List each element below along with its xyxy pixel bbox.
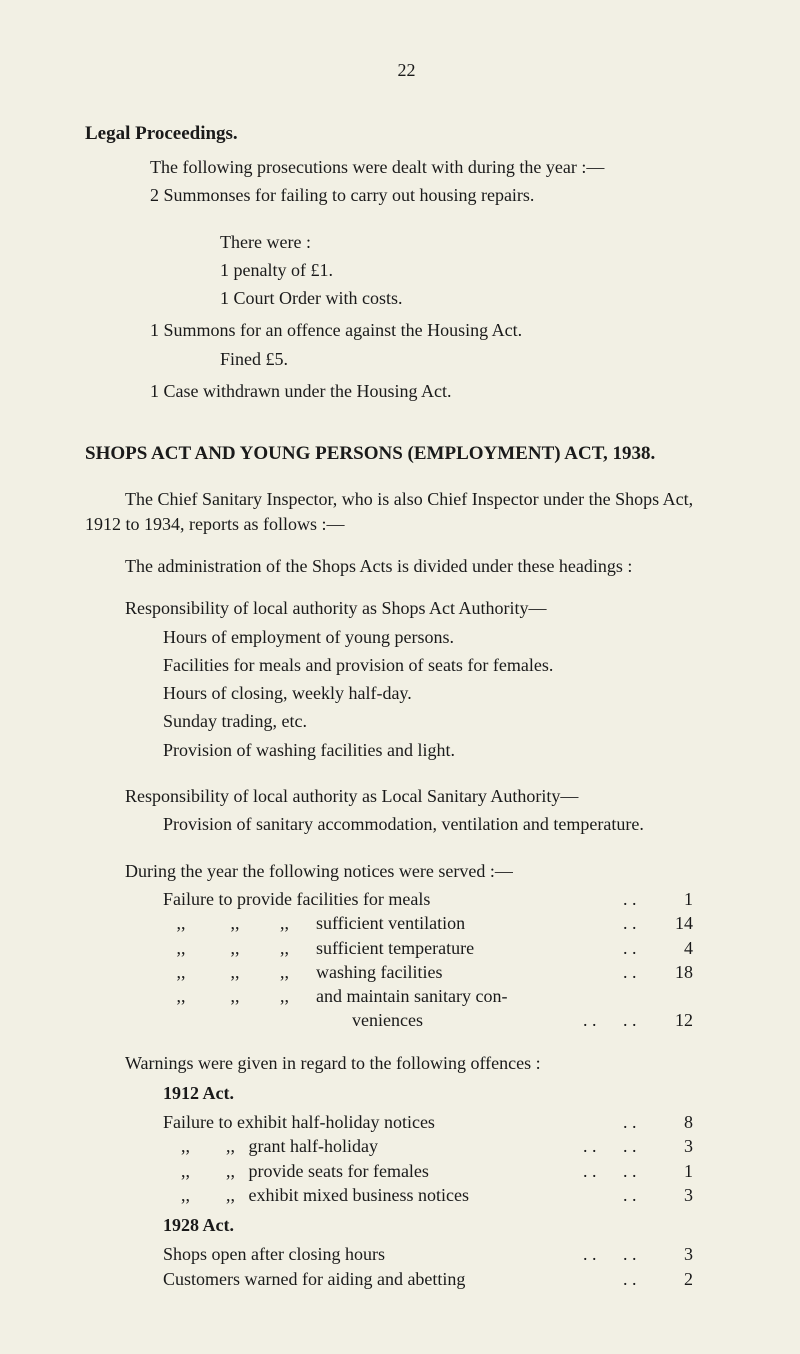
notice-num: 14 (663, 911, 693, 935)
notice-text: veniences (163, 1008, 583, 1032)
notice-dots (583, 984, 623, 1008)
notice-row: veniences . . . . 12 (163, 1008, 728, 1032)
notice-num: 18 (663, 960, 693, 984)
warning-dots: . . (623, 1134, 663, 1158)
notice-num: 12 (663, 1008, 693, 1032)
notice-text: ,, ,, ,, and maintain sanitary con- (163, 984, 583, 1008)
notice-text: ,, ,, ,, washing facilities (163, 960, 583, 984)
resp1-item: Hours of closing, weekly half-day. (163, 681, 728, 705)
page-number: 22 (85, 60, 728, 81)
warning-num: 8 (663, 1110, 693, 1134)
lp-line1: 2 Summonses for failing to carry out hou… (150, 183, 728, 207)
resp2-text: Provision of sanitary accommodation, ven… (163, 812, 728, 836)
notice-num: 4 (663, 936, 693, 960)
resp1-title: Responsibility of local authority as Sho… (125, 596, 728, 620)
notice-dots: . . (623, 1008, 663, 1032)
warnings-intro: Warnings were given in regard to the fol… (125, 1051, 728, 1075)
lp-line2: There were : (220, 230, 728, 254)
notice-text: ,, ,, ,, sufficient temperature (163, 936, 583, 960)
notice-row: Failure to provide facilities for meals … (163, 887, 728, 911)
act-1928-heading: 1928 Act. (163, 1215, 728, 1236)
warning-text: ,, ,, exhibit mixed business notices (163, 1183, 583, 1207)
lp-line6: 1 Case withdrawn under the Housing Act. (150, 379, 728, 403)
warning-num: 3 (663, 1134, 693, 1158)
notice-dots (583, 887, 623, 911)
notice-dots (623, 984, 663, 1008)
warning-row: ,, ,, provide seats for females . . . . … (163, 1159, 728, 1183)
warning-dots (583, 1183, 623, 1207)
warning-dots: . . (583, 1159, 623, 1183)
resp1-item: Hours of employment of young persons. (163, 625, 728, 649)
notice-num (663, 984, 693, 1008)
shops-act-heading: SHOPS ACT AND YOUNG PERSONS (EMPLOYMENT)… (85, 443, 728, 465)
warning-row: Shops open after closing hours . . . . 3 (163, 1242, 728, 1266)
notice-row: ,, ,, ,, washing facilities . . 18 (163, 960, 728, 984)
warning-num: 3 (663, 1242, 693, 1266)
notice-dots (583, 911, 623, 935)
lp-line4: 1 Court Order with costs. (220, 286, 728, 310)
warning-dots: . . (623, 1110, 663, 1134)
warning-dots: . . (623, 1159, 663, 1183)
notice-row: ,, ,, ,, sufficient ventilation . . 14 (163, 911, 728, 935)
shops-para1: The Chief Sanitary Inspector, who is als… (85, 487, 728, 536)
warning-text: Customers warned for aiding and abetting (163, 1267, 583, 1291)
notice-num: 1 (663, 887, 693, 911)
notice-row: ,, ,, ,, and maintain sanitary con- (163, 984, 728, 1008)
lp-line3: 1 penalty of £1. (220, 258, 728, 282)
warning-num: 2 (663, 1267, 693, 1291)
notice-dots (583, 936, 623, 960)
notice-dots: . . (623, 911, 663, 935)
warning-row: Failure to exhibit half-holiday notices … (163, 1110, 728, 1134)
legal-proceedings-heading: Legal Proceedings. (85, 123, 728, 145)
warning-dots (583, 1267, 623, 1291)
act-1912-heading: 1912 Act. (163, 1083, 728, 1104)
resp1-item: Facilities for meals and provision of se… (163, 653, 728, 677)
warning-dots: . . (623, 1183, 663, 1207)
notice-text: ,, ,, ,, sufficient ventilation (163, 911, 583, 935)
notice-text: Failure to provide facilities for meals (163, 887, 583, 911)
notice-dots: . . (623, 936, 663, 960)
warning-row: ,, ,, grant half-holiday . . . . 3 (163, 1134, 728, 1158)
notice-dots: . . (623, 887, 663, 911)
resp1-item: Provision of washing facilities and ligh… (163, 738, 728, 762)
warning-text: ,, ,, provide seats for females (163, 1159, 583, 1183)
warning-text: ,, ,, grant half-holiday (163, 1134, 583, 1158)
warning-dots: . . (623, 1267, 663, 1291)
notice-row: ,, ,, ,, sufficient temperature . . 4 (163, 936, 728, 960)
warning-dots: . . (583, 1242, 623, 1266)
lp-line5a: 1 Summons for an offence against the Hou… (150, 318, 728, 342)
lp-line5b: Fined £5. (220, 347, 728, 371)
warning-text: Failure to exhibit half-holiday notices (163, 1110, 583, 1134)
notices-intro: During the year the following notices we… (125, 859, 728, 883)
resp2-title: Responsibility of local authority as Loc… (125, 784, 728, 808)
shops-para2: The administration of the Shops Acts is … (85, 554, 728, 578)
warning-num: 3 (663, 1183, 693, 1207)
notice-dots (583, 960, 623, 984)
warning-dots: . . (623, 1242, 663, 1266)
warning-dots: . . (583, 1134, 623, 1158)
notice-dots: . . (623, 960, 663, 984)
warning-row: ,, ,, exhibit mixed business notices . .… (163, 1183, 728, 1207)
warning-row: Customers warned for aiding and abetting… (163, 1267, 728, 1291)
warning-dots (583, 1110, 623, 1134)
warning-text: Shops open after closing hours (163, 1242, 583, 1266)
notice-dots: . . (583, 1008, 623, 1032)
resp1-item: Sunday trading, etc. (163, 709, 728, 733)
warning-num: 1 (663, 1159, 693, 1183)
lp-intro: The following prosecutions were dealt wi… (150, 155, 728, 179)
